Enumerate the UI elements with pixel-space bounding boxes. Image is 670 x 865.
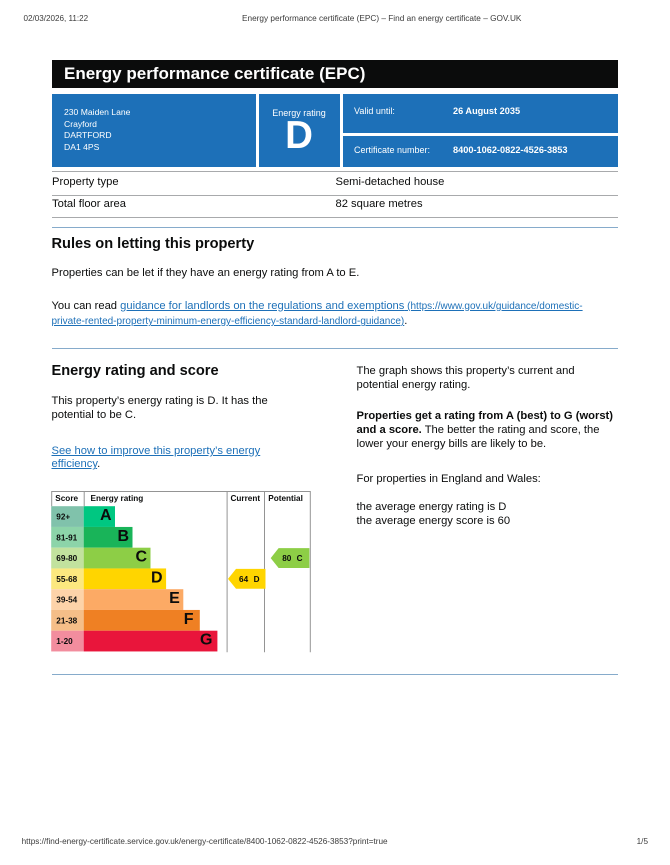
- svg-text:92+: 92+: [56, 513, 70, 522]
- svg-text:1-20: 1-20: [56, 637, 73, 646]
- svg-text:Potential: Potential: [268, 494, 303, 503]
- svg-text:Score: Score: [55, 494, 78, 503]
- svg-text:G: G: [200, 632, 212, 649]
- svg-text:B: B: [117, 528, 129, 545]
- svg-text:80: 80: [282, 554, 292, 563]
- svg-text:F: F: [184, 611, 194, 628]
- svg-text:D: D: [151, 569, 163, 586]
- svg-text:64: 64: [239, 575, 249, 584]
- svg-text:55-68: 55-68: [56, 575, 77, 584]
- svg-text:C: C: [135, 549, 147, 566]
- svg-text:C: C: [297, 554, 303, 563]
- svg-text:69-80: 69-80: [56, 554, 77, 563]
- svg-text:A: A: [100, 507, 112, 524]
- svg-text:39-54: 39-54: [56, 596, 77, 605]
- svg-text:Current: Current: [231, 494, 261, 503]
- svg-text:Energy rating: Energy rating: [91, 494, 144, 503]
- svg-text:21-38: 21-38: [56, 616, 77, 625]
- svg-text:E: E: [169, 590, 180, 607]
- svg-text:D: D: [254, 575, 260, 584]
- svg-text:81-91: 81-91: [56, 533, 77, 542]
